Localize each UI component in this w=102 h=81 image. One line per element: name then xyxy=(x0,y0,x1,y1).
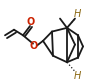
Text: O: O xyxy=(27,17,35,27)
Text: H: H xyxy=(73,71,81,81)
Text: H: H xyxy=(73,9,81,19)
Text: O: O xyxy=(30,41,38,51)
